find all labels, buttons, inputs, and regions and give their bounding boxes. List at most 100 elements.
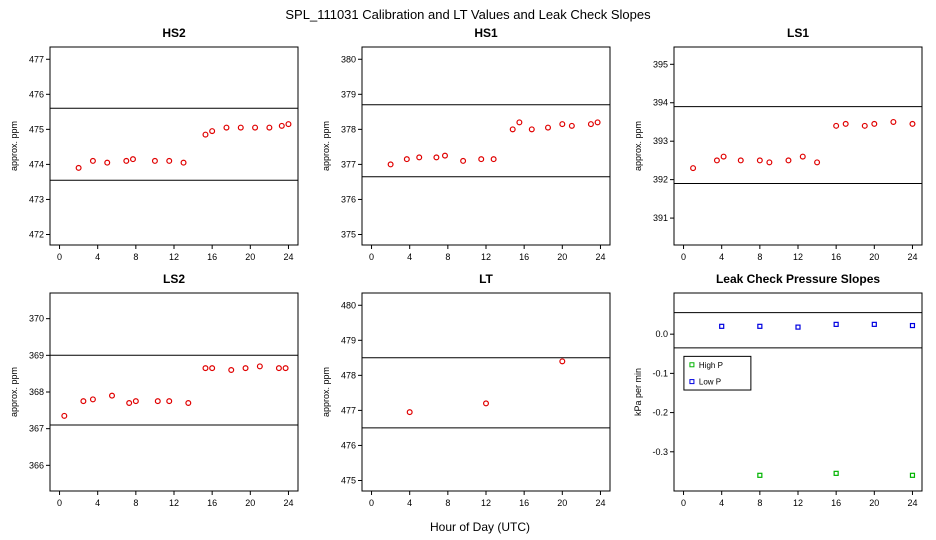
panel-hs2: HS2 0 4 8 12 16 20 24 472 473 474 475 476 477 approx.… xyxy=(0,26,312,272)
svg-text:12: 12 xyxy=(169,252,179,262)
svg-text:-0.3: -0.3 xyxy=(652,447,668,457)
svg-text:394: 394 xyxy=(653,98,668,108)
svg-text:0: 0 xyxy=(57,498,62,508)
x-axis: 0 4 8 12 16 20 24 xyxy=(57,491,293,508)
x-axis: 0 4 8 12 16 20 24 xyxy=(57,245,293,262)
y-axis-title: approx. ppm xyxy=(9,121,19,171)
figure-title: SPL_111031 Calibration and LT Values and… xyxy=(285,7,651,22)
points-LT-values xyxy=(406,358,566,416)
svg-text:477: 477 xyxy=(341,405,356,415)
svg-text:393: 393 xyxy=(653,136,668,146)
svg-text:20: 20 xyxy=(869,498,879,508)
panel-leak-check: Leak Check Pressure Slopes 0 4 8 12 16 20 24 0.… xyxy=(624,272,936,518)
svg-text:8: 8 xyxy=(757,498,762,508)
svg-text:0: 0 xyxy=(681,498,686,508)
panel-title-leak-check: Leak Check Pressure Slopes xyxy=(715,272,881,286)
svg-text:24: 24 xyxy=(283,252,293,262)
panel-ls1: LS1 0 4 8 12 16 20 24 391 392 393 394 395 approx. pp… xyxy=(624,26,936,272)
y-axis-title: approx. ppm xyxy=(633,121,643,171)
svg-text:376: 376 xyxy=(341,194,356,204)
svg-text:8: 8 xyxy=(133,498,138,508)
svg-text:20: 20 xyxy=(557,252,567,262)
svg-text:16: 16 xyxy=(831,498,841,508)
y-axis: 366 367 368 369 370 xyxy=(29,314,50,470)
points-LS1-values xyxy=(690,118,916,172)
svg-text:370: 370 xyxy=(29,314,44,324)
svg-text:24: 24 xyxy=(283,498,293,508)
svg-text:377: 377 xyxy=(341,159,356,169)
plot-box xyxy=(49,292,299,492)
panel-ls2: LS2 0 4 8 12 16 20 24 366 367 368 369 370 approx. pp… xyxy=(0,272,312,518)
points-Low P xyxy=(719,321,916,330)
svg-text:375: 375 xyxy=(341,229,356,239)
svg-text:475: 475 xyxy=(341,475,356,485)
svg-text:12: 12 xyxy=(481,252,491,262)
panel-grid: HS2 0 4 8 12 16 20 24 472 473 474 475 476 477 approx.… xyxy=(0,26,936,518)
panel-title-ls1: LS1 xyxy=(786,26,809,40)
svg-text:379: 379 xyxy=(341,89,356,99)
plot-box xyxy=(49,46,299,246)
svg-text:369: 369 xyxy=(29,350,44,360)
svg-text:8: 8 xyxy=(445,252,450,262)
svg-text:16: 16 xyxy=(519,498,529,508)
x-axis: 0 4 8 12 16 20 24 xyxy=(681,491,917,508)
svg-text:391: 391 xyxy=(653,213,668,223)
legend-label: Low P xyxy=(699,378,721,387)
svg-text:20: 20 xyxy=(245,252,255,262)
points-High P xyxy=(757,470,916,478)
svg-text:12: 12 xyxy=(793,498,803,508)
plot-box xyxy=(673,46,923,246)
points-HS1-values xyxy=(387,119,601,168)
svg-text:4: 4 xyxy=(407,498,412,508)
points-LS2-values xyxy=(61,363,289,419)
svg-text:472: 472 xyxy=(29,229,44,239)
svg-text:4: 4 xyxy=(719,252,724,262)
lt-plot: 0 4 8 12 16 20 24 475 476 477 478 479 480 approx. ppm xyxy=(321,292,611,508)
svg-text:378: 378 xyxy=(341,124,356,134)
svg-text:20: 20 xyxy=(557,498,567,508)
hs1-plot: 0 4 8 12 16 20 24 375 376 377 378 379 380 approx. ppm xyxy=(321,46,611,262)
svg-text:478: 478 xyxy=(341,370,356,380)
y-axis-title: approx. ppm xyxy=(321,121,331,171)
panel-lt: LT 0 4 8 12 16 20 24 475 476 477 478 479 480 approx. … xyxy=(312,272,624,518)
svg-text:4: 4 xyxy=(95,498,100,508)
y-axis: 375 376 377 378 379 380 xyxy=(341,54,362,239)
svg-text:16: 16 xyxy=(831,252,841,262)
svg-text:8: 8 xyxy=(445,498,450,508)
svg-text:8: 8 xyxy=(757,252,762,262)
svg-text:-0.2: -0.2 xyxy=(652,408,668,418)
y-axis-title: approx. ppm xyxy=(321,367,331,417)
svg-text:395: 395 xyxy=(653,59,668,69)
panel-title-lt: LT xyxy=(479,272,493,286)
svg-text:473: 473 xyxy=(29,194,44,204)
plot-box xyxy=(361,292,611,492)
svg-text:24: 24 xyxy=(907,498,917,508)
svg-text:12: 12 xyxy=(793,252,803,262)
svg-text:24: 24 xyxy=(595,252,605,262)
x-axis: 0 4 8 12 16 20 24 xyxy=(681,245,917,262)
legend-symbol xyxy=(689,379,695,385)
svg-text:368: 368 xyxy=(29,387,44,397)
svg-text:480: 480 xyxy=(341,300,356,310)
svg-text:20: 20 xyxy=(869,252,879,262)
legend: High P Low P xyxy=(683,355,752,391)
svg-text:0.0: 0.0 xyxy=(655,329,668,339)
y-axis: 472 473 474 475 476 477 xyxy=(29,54,50,239)
svg-text:4: 4 xyxy=(719,498,724,508)
svg-text:0: 0 xyxy=(369,252,374,262)
svg-text:16: 16 xyxy=(519,252,529,262)
leak-check-plot: 0 4 8 12 16 20 24 0.0 -0.1 -0.2 -0.3 kPa per min Hig… xyxy=(633,292,923,508)
svg-text:16: 16 xyxy=(207,252,217,262)
svg-text:392: 392 xyxy=(653,175,668,185)
y-axis: 475 476 477 478 479 480 xyxy=(341,300,362,485)
svg-text:474: 474 xyxy=(29,159,44,169)
x-axis: 0 4 8 12 16 20 24 xyxy=(369,491,605,508)
svg-text:4: 4 xyxy=(95,252,100,262)
panel-title-hs2: HS2 xyxy=(162,26,186,40)
svg-text:380: 380 xyxy=(341,54,356,64)
y-axis: 0.0 -0.1 -0.2 -0.3 xyxy=(652,329,674,457)
svg-text:0: 0 xyxy=(681,252,686,262)
svg-text:16: 16 xyxy=(207,498,217,508)
y-axis-title: kPa per min xyxy=(633,368,643,416)
